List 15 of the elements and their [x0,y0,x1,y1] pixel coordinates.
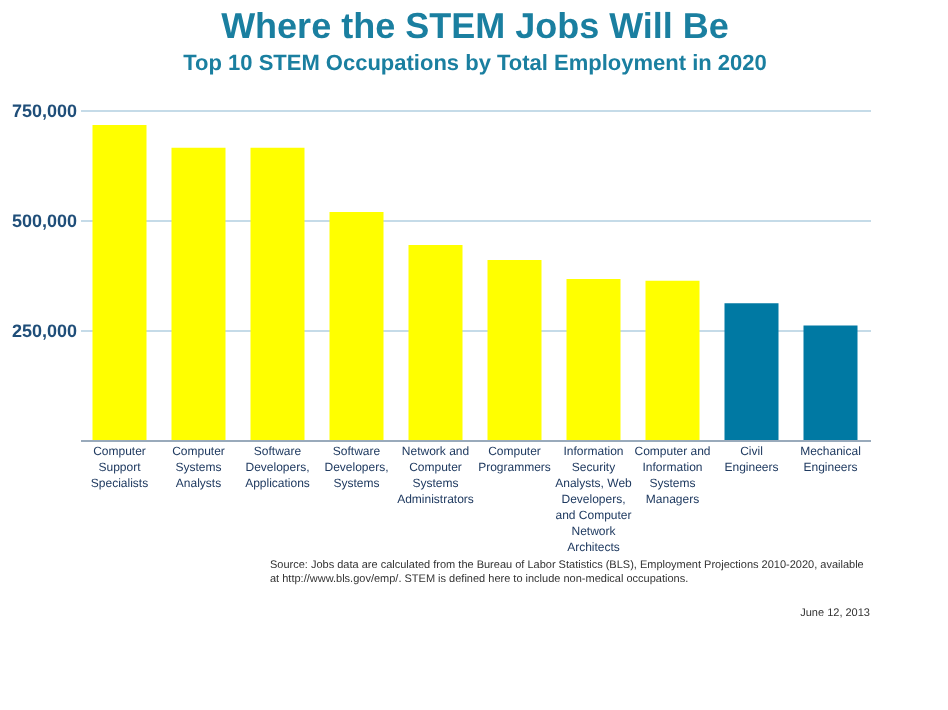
bar [408,245,463,440]
chart-subtitle: Top 10 STEM Occupations by Total Employment in 2020 [183,52,767,76]
y-tick-label: 250,000 [11,321,77,341]
bar [92,124,147,440]
bar [724,303,779,440]
bar [171,147,226,440]
bar [250,147,305,440]
bar [487,260,542,440]
bar [645,280,700,440]
bar [329,212,384,440]
bar [803,325,858,440]
chart-title: Where the STEM Jobs Will Be [221,6,729,46]
bar [566,278,621,440]
y-tick-label: 750,000 [11,101,77,121]
y-tick-label: 500,000 [11,211,77,231]
